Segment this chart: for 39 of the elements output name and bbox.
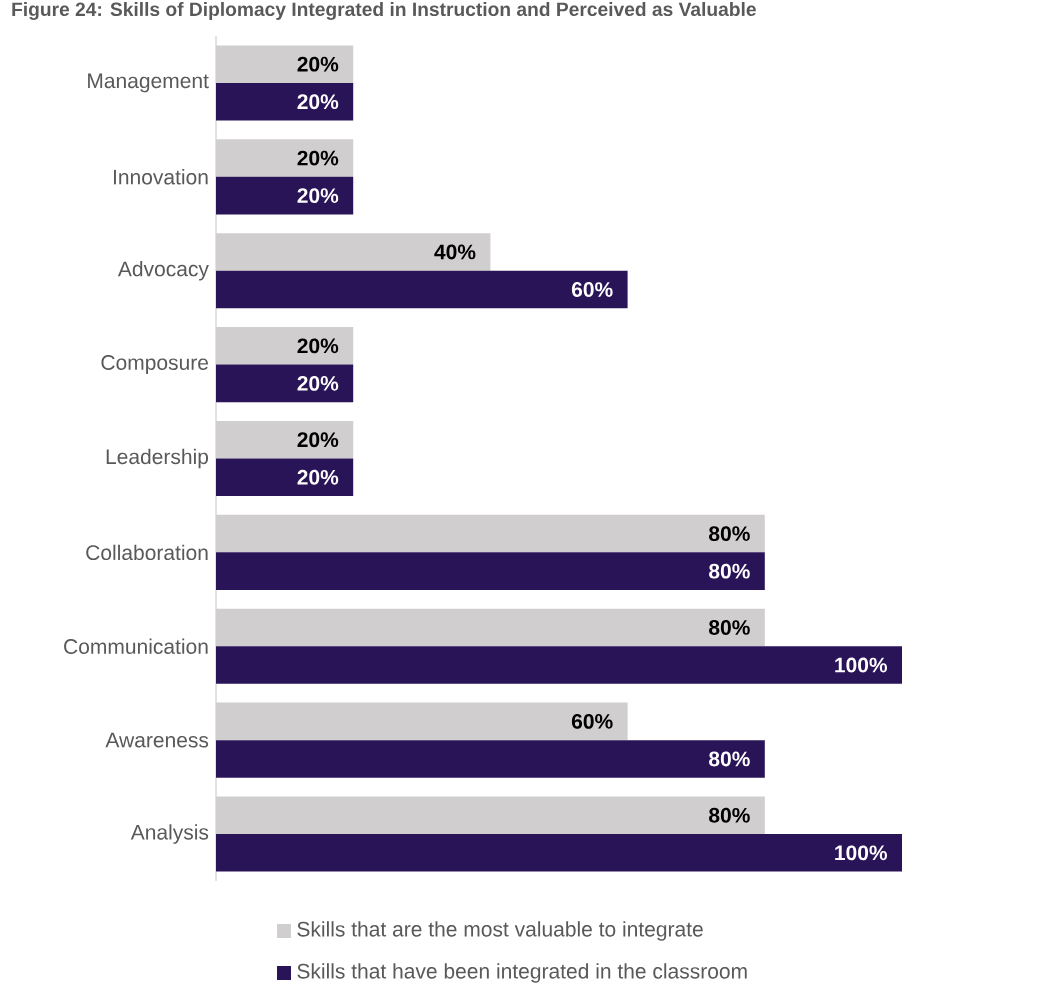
chart-title: Figure 24: Skills of Diplomacy Integrated in Instruction and Perceived as Valuable bbox=[12, 2, 756, 20]
data-label: 60% bbox=[571, 282, 613, 297]
bar bbox=[216, 176, 354, 215]
bar bbox=[216, 646, 903, 684]
data-label: 20% bbox=[297, 188, 339, 204]
data-label: 20% bbox=[297, 432, 339, 448]
data-label: 20% bbox=[297, 375, 339, 391]
legend-label: Skills that are the most valuable to integrate bbox=[297, 921, 703, 941]
data-label: 80% bbox=[709, 620, 750, 635]
y-tick-label: Composure bbox=[101, 355, 208, 375]
data-label: 100% bbox=[835, 657, 888, 673]
y-tick-label: Communication bbox=[64, 638, 208, 654]
bar bbox=[216, 82, 354, 121]
y-tick-label: Collaboration bbox=[86, 544, 208, 561]
data-label: 20% bbox=[297, 469, 339, 485]
y-tick-label: Advocacy bbox=[117, 260, 209, 281]
data-label: 20% bbox=[297, 150, 339, 166]
bar bbox=[216, 364, 354, 403]
bar bbox=[216, 834, 903, 872]
data-label: 80% bbox=[709, 807, 750, 823]
y-tick-label: Awareness bbox=[105, 732, 209, 748]
data-label: 20% bbox=[297, 56, 339, 72]
data-label: 60% bbox=[571, 713, 613, 729]
bar bbox=[216, 552, 765, 590]
data-label: 80% bbox=[709, 751, 750, 767]
data-label: 20% bbox=[297, 94, 339, 110]
bar bbox=[216, 458, 354, 497]
data-label: 80% bbox=[709, 526, 750, 542]
data-label: 100% bbox=[835, 845, 888, 861]
data-label: 40% bbox=[434, 244, 476, 260]
data-label: 20% bbox=[297, 338, 339, 354]
legend-label: Skills that have been integrated in the classroom bbox=[297, 963, 747, 983]
y-tick-label: Analysis bbox=[130, 824, 209, 844]
bar bbox=[216, 270, 628, 309]
data-label: 80% bbox=[709, 563, 750, 579]
y-tick-label: Leadership bbox=[106, 448, 209, 469]
y-tick-label: Management bbox=[88, 73, 209, 93]
bar bbox=[216, 740, 765, 778]
y-tick-label: Innovation bbox=[113, 169, 208, 185]
